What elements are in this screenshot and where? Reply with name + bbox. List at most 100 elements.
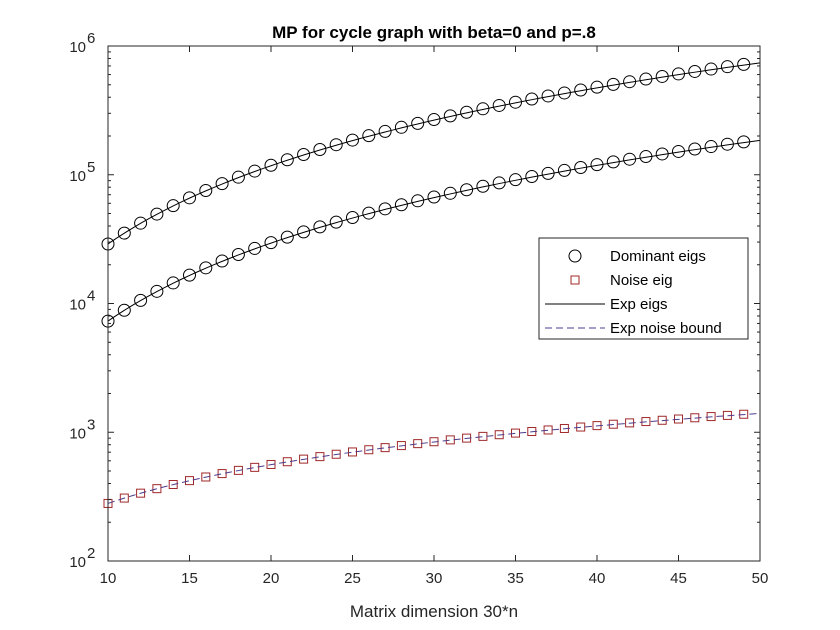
data-point xyxy=(119,493,129,503)
data-point xyxy=(460,183,474,197)
data-point xyxy=(394,120,408,134)
legend-label: Noise eig xyxy=(610,272,673,289)
x-tick-label: 20 xyxy=(263,570,280,587)
chart-title: MP for cycle graph with beta=0 and p=.8 xyxy=(272,23,596,42)
data-point xyxy=(250,462,260,472)
data-point xyxy=(199,184,213,198)
data-point xyxy=(183,268,196,282)
legend-label: Exp eigs xyxy=(610,296,668,313)
data-point xyxy=(248,164,262,178)
x-axis-title: Matrix dimension 30*n xyxy=(350,602,518,621)
data-point xyxy=(231,170,245,184)
data-point xyxy=(231,248,245,262)
data-point xyxy=(199,261,213,275)
data-point xyxy=(443,186,457,200)
data-point xyxy=(183,191,196,205)
data-point xyxy=(150,284,164,298)
data-point xyxy=(411,116,425,130)
data-point xyxy=(166,276,180,290)
y-tick-label: 10 xyxy=(69,425,86,442)
x-tick-label: 45 xyxy=(670,570,687,587)
data-point xyxy=(394,198,408,212)
data-point xyxy=(185,476,194,486)
data-point xyxy=(134,216,148,230)
legend-item: Noise eig xyxy=(570,272,673,289)
data-point xyxy=(280,230,294,244)
data-point xyxy=(329,138,343,152)
data-point xyxy=(280,153,294,167)
data-point xyxy=(674,414,683,424)
data-point xyxy=(362,206,376,220)
data-point xyxy=(215,177,229,191)
data-point xyxy=(264,236,278,250)
data-point xyxy=(378,124,392,138)
data-point xyxy=(313,142,327,156)
y-tick-label-exponent: 2 xyxy=(87,545,95,562)
legend-label: Dominant eigs xyxy=(610,248,706,265)
series-line-exp-eigs-lower xyxy=(107,139,761,322)
series-layer xyxy=(101,57,761,508)
data-point xyxy=(297,225,311,239)
data-point xyxy=(641,417,651,427)
data-point xyxy=(411,194,425,208)
data-point xyxy=(117,226,131,240)
data-point xyxy=(362,129,376,143)
series-exp-noise-bound xyxy=(107,412,761,504)
series-dominant-eigs-upper xyxy=(101,57,751,251)
y-tick-label: 10 xyxy=(69,297,86,314)
series-exp-eigs-upper xyxy=(107,62,761,245)
data-point xyxy=(233,465,243,475)
legend-square-marker xyxy=(570,275,580,285)
y-tick-label: 10 xyxy=(69,554,86,571)
legend-box xyxy=(538,237,749,340)
y-tick-label-exponent: 3 xyxy=(87,416,95,433)
legend-circle-marker xyxy=(568,249,582,263)
data-point xyxy=(264,158,278,172)
data-point xyxy=(166,199,180,213)
data-point xyxy=(168,480,178,489)
x-tick-label: 30 xyxy=(426,570,443,587)
data-point xyxy=(476,179,490,193)
x-tick-label: 35 xyxy=(507,570,524,587)
data-point xyxy=(706,412,716,422)
data-point xyxy=(460,105,474,119)
data-point xyxy=(152,484,162,494)
series-dominant-eigs-lower xyxy=(101,135,751,328)
legend-item: Exp eigs xyxy=(545,296,668,313)
data-point xyxy=(329,215,343,229)
x-tick-label: 25 xyxy=(344,570,361,587)
data-point xyxy=(136,488,146,498)
data-point xyxy=(117,303,131,317)
data-point xyxy=(346,133,359,147)
data-point xyxy=(248,241,262,255)
x-tick-label: 40 xyxy=(589,570,606,587)
series-line-exp-eigs-upper xyxy=(107,62,761,245)
y-tick-label-exponent: 5 xyxy=(87,159,95,176)
y-tick-label-exponent: 6 xyxy=(87,30,95,47)
data-point xyxy=(313,220,327,234)
legend-label: Exp noise bound xyxy=(610,320,722,337)
data-point xyxy=(427,113,441,127)
y-tick-label: 10 xyxy=(69,168,86,185)
y-tick-label-exponent: 4 xyxy=(87,288,95,305)
legend: Dominant eigs Noise eig Exp eigs Exp noise … xyxy=(538,237,749,340)
y-tick-label: 10 xyxy=(69,39,86,56)
data-point xyxy=(476,102,490,116)
data-point xyxy=(443,109,457,123)
series-exp-eigs-lower xyxy=(107,139,761,322)
data-point xyxy=(201,472,211,482)
data-point xyxy=(492,176,506,190)
data-point xyxy=(608,419,618,429)
data-point xyxy=(576,422,586,432)
x-tick-label: 50 xyxy=(752,570,769,587)
legend-item: Dominant eigs xyxy=(568,248,706,265)
x-tick-label: 15 xyxy=(181,570,198,587)
data-point xyxy=(346,211,359,224)
data-point xyxy=(215,254,229,268)
data-point xyxy=(509,173,522,187)
data-point xyxy=(217,469,227,479)
legend-item: Exp noise bound xyxy=(545,320,722,337)
series-line-exp-noise-bound xyxy=(107,412,761,504)
